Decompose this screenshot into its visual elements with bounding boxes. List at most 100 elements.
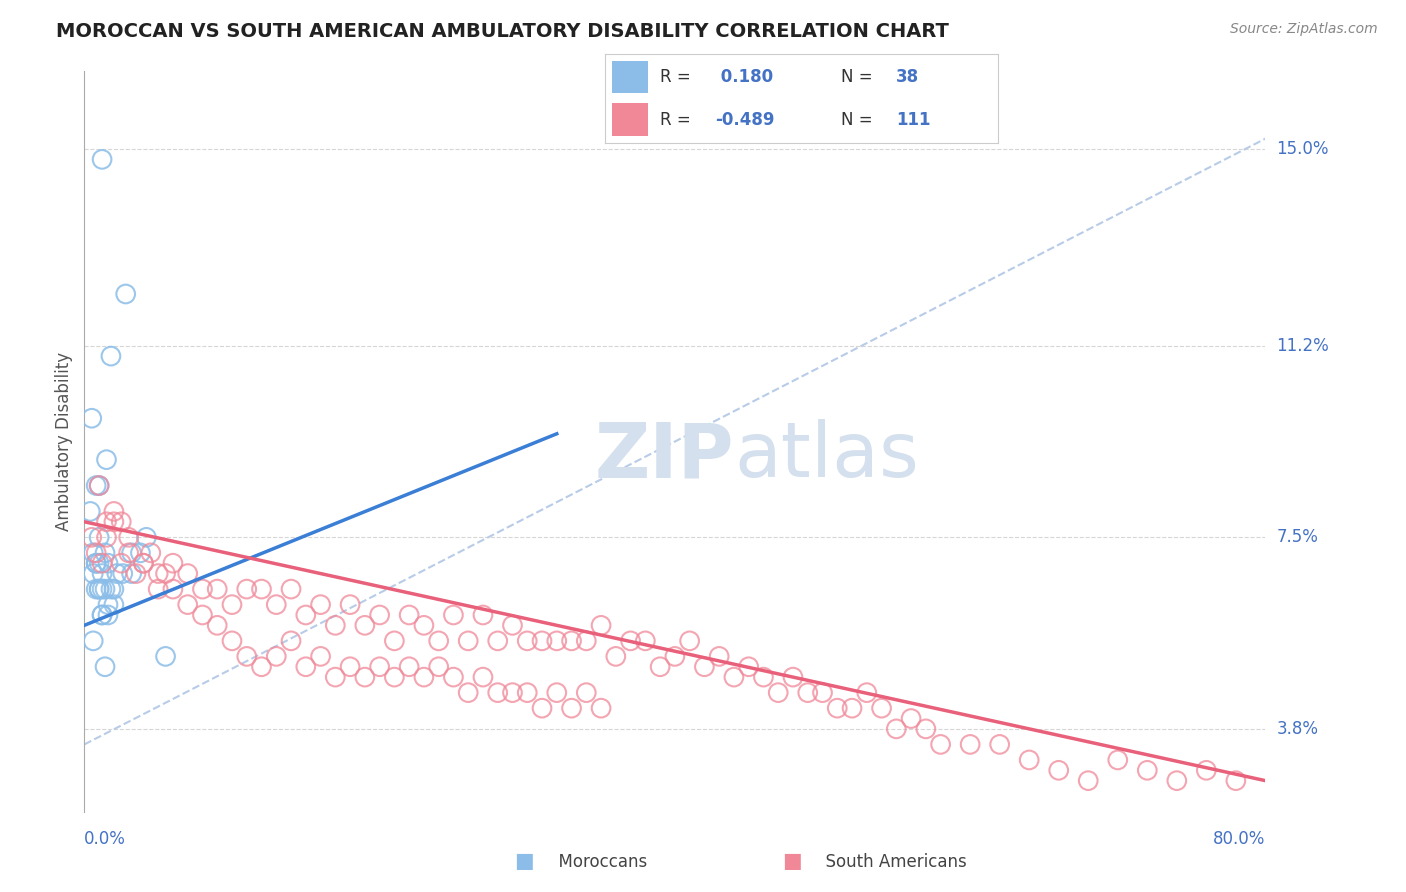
- Point: [841, 701, 863, 715]
- Text: -0.489: -0.489: [714, 111, 775, 128]
- Point: [114, 287, 136, 301]
- Point: [368, 659, 391, 673]
- Text: 111: 111: [896, 111, 931, 128]
- Point: [111, 566, 134, 581]
- Point: [103, 515, 125, 529]
- Point: [472, 607, 495, 622]
- Point: [177, 566, 200, 581]
- Point: [591, 618, 613, 632]
- Point: [1166, 773, 1188, 788]
- Point: [295, 607, 318, 622]
- Point: [900, 712, 922, 726]
- Point: [1047, 764, 1070, 778]
- Text: 3.8%: 3.8%: [1277, 720, 1319, 738]
- Point: [235, 582, 259, 596]
- Point: [768, 686, 790, 700]
- Text: 15.0%: 15.0%: [1277, 140, 1329, 158]
- Point: [205, 618, 228, 632]
- Point: [796, 686, 818, 700]
- Point: [87, 478, 111, 492]
- Point: [79, 504, 101, 518]
- Text: 80.0%: 80.0%: [1213, 830, 1265, 847]
- Point: [738, 659, 761, 673]
- Text: R =: R =: [659, 68, 696, 86]
- Point: [97, 598, 120, 612]
- Point: [135, 530, 157, 544]
- Point: [235, 649, 259, 664]
- Point: [82, 546, 104, 560]
- Text: 38: 38: [896, 68, 920, 86]
- Point: [132, 556, 155, 570]
- Point: [988, 738, 1011, 752]
- Point: [1136, 764, 1159, 778]
- Text: ■: ■: [515, 851, 534, 871]
- Point: [886, 722, 908, 736]
- Text: N =: N =: [841, 68, 877, 86]
- Point: [546, 633, 568, 648]
- Point: [250, 582, 273, 596]
- Point: [94, 582, 117, 596]
- Point: [427, 659, 450, 673]
- Point: [87, 556, 111, 570]
- Point: [1195, 764, 1218, 778]
- Point: [870, 701, 893, 715]
- Point: [516, 686, 538, 700]
- Point: [94, 659, 117, 673]
- Point: [105, 566, 128, 581]
- Point: [118, 546, 141, 560]
- FancyBboxPatch shape: [613, 103, 648, 136]
- Point: [148, 566, 170, 581]
- Point: [309, 598, 332, 612]
- Point: [619, 633, 641, 648]
- Text: South Americans: South Americans: [815, 853, 967, 871]
- Point: [398, 607, 420, 622]
- Point: [398, 659, 420, 673]
- Point: [382, 670, 406, 684]
- Point: [94, 546, 117, 560]
- Point: [162, 556, 184, 570]
- Text: ZIP: ZIP: [595, 419, 734, 493]
- Y-axis label: Ambulatory Disability: Ambulatory Disability: [55, 352, 73, 531]
- Point: [486, 686, 509, 700]
- Point: [516, 633, 538, 648]
- Text: 0.0%: 0.0%: [84, 830, 127, 847]
- Point: [96, 515, 118, 529]
- Point: [80, 530, 103, 544]
- Point: [221, 598, 243, 612]
- Point: [87, 478, 111, 492]
- Point: [118, 530, 141, 544]
- Point: [110, 556, 132, 570]
- Point: [605, 649, 627, 664]
- Point: [129, 546, 152, 560]
- Point: [575, 633, 598, 648]
- Point: [501, 618, 523, 632]
- Point: [84, 478, 107, 492]
- Point: [1018, 753, 1040, 767]
- Point: [441, 670, 464, 684]
- Point: [91, 566, 114, 581]
- Point: [752, 670, 775, 684]
- Point: [929, 738, 952, 752]
- Point: [82, 566, 104, 581]
- Point: [103, 598, 125, 612]
- Point: [96, 452, 118, 467]
- Point: [531, 633, 554, 648]
- Point: [1225, 773, 1247, 788]
- Point: [84, 582, 107, 596]
- Point: [80, 411, 103, 425]
- Point: [560, 633, 583, 648]
- FancyBboxPatch shape: [613, 61, 648, 93]
- Point: [309, 649, 332, 664]
- Point: [531, 701, 554, 715]
- Point: [97, 607, 120, 622]
- Point: [221, 633, 243, 648]
- Point: [1107, 753, 1129, 767]
- Text: 7.5%: 7.5%: [1277, 528, 1319, 546]
- Point: [91, 582, 114, 596]
- Point: [546, 686, 568, 700]
- Text: Moroccans: Moroccans: [548, 853, 648, 871]
- Point: [855, 686, 877, 700]
- Point: [82, 633, 104, 648]
- Text: 11.2%: 11.2%: [1277, 337, 1329, 355]
- Point: [679, 633, 702, 648]
